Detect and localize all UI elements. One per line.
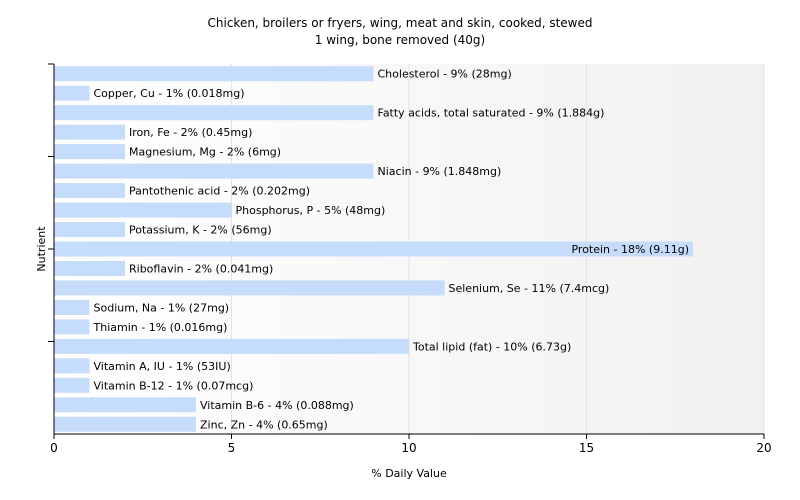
bar-label: Cholesterol - 9% (28mg) xyxy=(378,68,512,81)
bar-label: Niacin - 9% (1.848mg) xyxy=(378,165,502,178)
bar xyxy=(54,222,125,238)
bar xyxy=(54,85,90,101)
bar-label: Potassium, K - 2% (56mg) xyxy=(129,224,272,237)
x-axis-ticks: 0 5 10 15 20 xyxy=(50,434,772,455)
x-tick-label: 0 xyxy=(50,441,58,455)
bar xyxy=(54,280,445,296)
bar-label: Copper, Cu - 1% (0.018mg) xyxy=(94,87,245,100)
chart-subtitle: 1 wing, bone removed (40g) xyxy=(315,33,485,47)
bar-label: Selenium, Se - 11% (7.4mcg) xyxy=(449,282,610,295)
bar xyxy=(54,299,90,315)
bar xyxy=(54,241,693,257)
bar-label: Sodium, Na - 1% (27mg) xyxy=(94,301,230,314)
bar-label: Pantothenic acid - 2% (0.202mg) xyxy=(129,185,310,198)
bar-label: Total lipid (fat) - 10% (6.73g) xyxy=(412,340,571,353)
bar xyxy=(54,66,374,82)
bar-label: Protein - 18% (9.11g) xyxy=(571,243,689,256)
x-tick-label: 15 xyxy=(579,441,594,455)
y-axis-label: Nutrient xyxy=(35,226,48,272)
bars: Cholesterol - 9% (28mg) Copper, Cu - 1% (… xyxy=(54,66,693,432)
bar-label: Vitamin A, IU - 1% (53IU) xyxy=(94,360,231,373)
bar xyxy=(54,163,374,179)
x-tick-label: 10 xyxy=(401,441,416,455)
bar xyxy=(54,260,125,276)
bar-label: Zinc, Zn - 4% (0.65mg) xyxy=(200,418,328,431)
bar-label: Vitamin B-12 - 1% (0.07mcg) xyxy=(94,379,254,392)
bar-label: Thiamin - 1% (0.016mg) xyxy=(93,321,228,334)
bar xyxy=(54,416,196,432)
bar-label: Fatty acids, total saturated - 9% (1.884… xyxy=(378,107,605,120)
bar xyxy=(54,144,125,160)
bar-label: Vitamin B-6 - 4% (0.088mg) xyxy=(200,399,354,412)
bar-label: Phosphorus, P - 5% (48mg) xyxy=(236,204,386,217)
chart-title: Chicken, broilers or fryers, wing, meat … xyxy=(208,16,593,30)
bar xyxy=(54,319,90,335)
bar xyxy=(54,358,90,374)
bar xyxy=(54,183,125,199)
bar xyxy=(54,377,90,393)
bar xyxy=(54,338,409,354)
x-tick-label: 5 xyxy=(228,441,236,455)
x-axis-label: % Daily Value xyxy=(371,467,447,480)
bar xyxy=(54,202,232,218)
bar-label: Iron, Fe - 2% (0.45mg) xyxy=(129,126,252,139)
bar-label: Riboflavin - 2% (0.041mg) xyxy=(129,262,273,275)
x-tick-label: 20 xyxy=(756,441,771,455)
bar xyxy=(54,397,196,413)
bar xyxy=(54,105,374,121)
bar xyxy=(54,124,125,140)
bar-label: Magnesium, Mg - 2% (6mg) xyxy=(129,146,281,159)
